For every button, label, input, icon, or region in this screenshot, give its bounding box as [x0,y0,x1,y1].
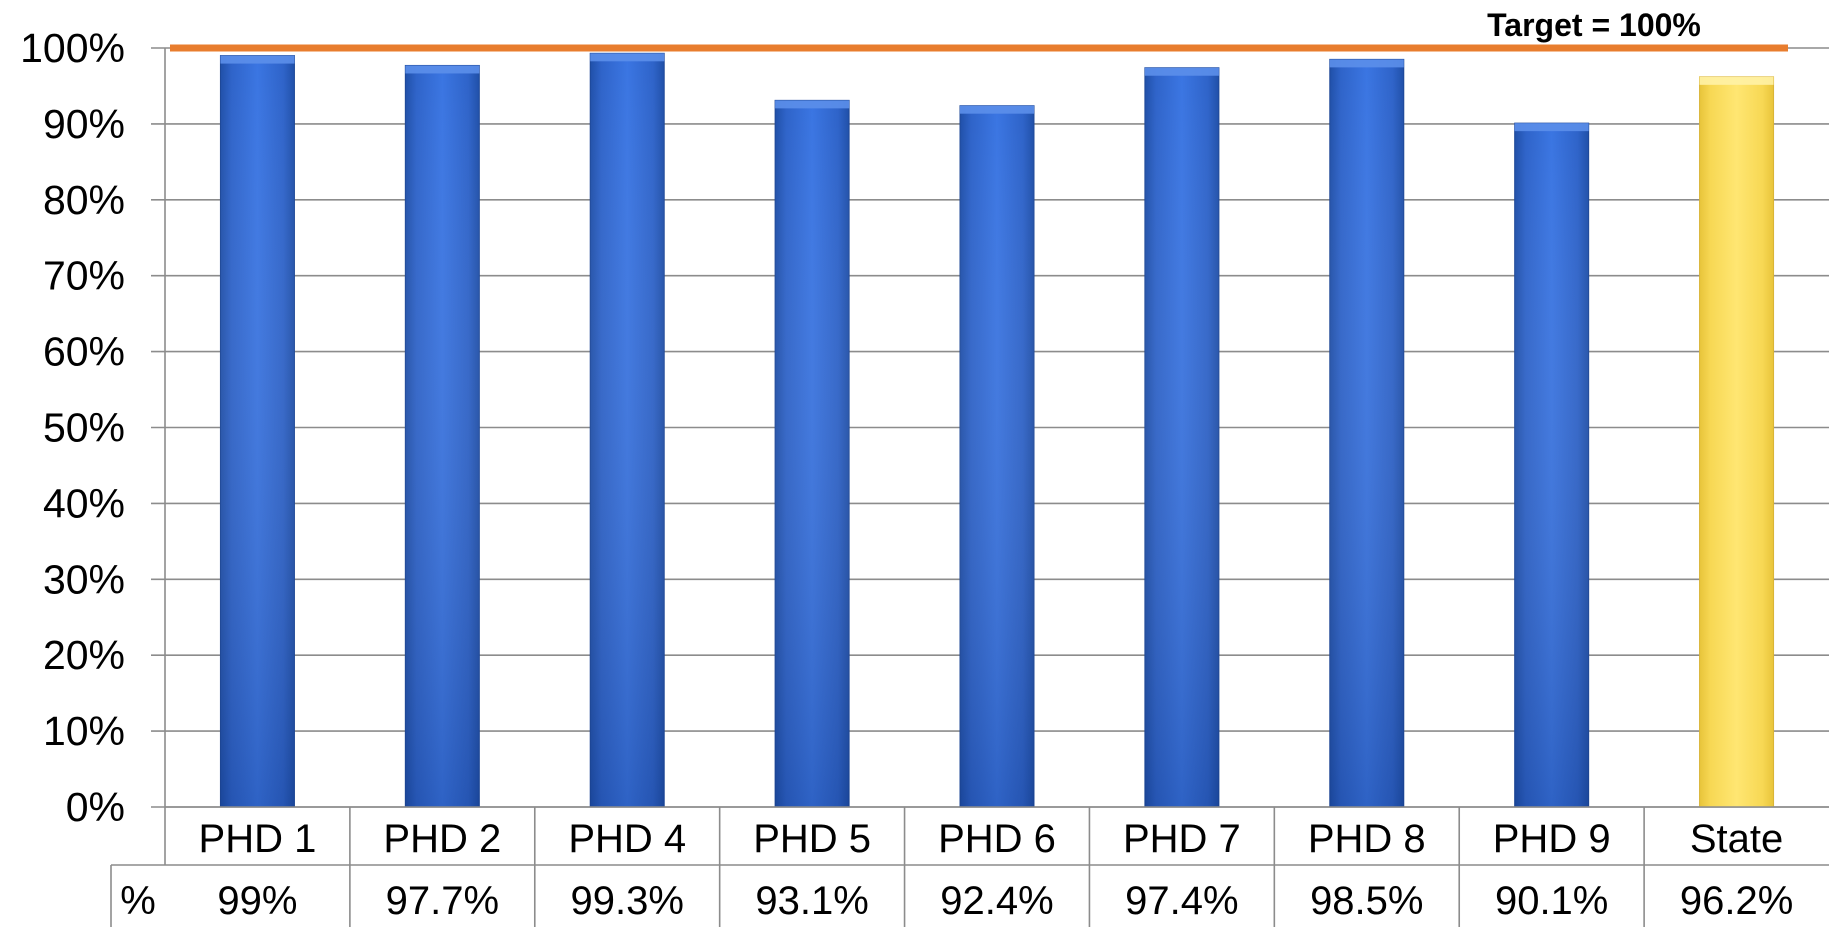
x-category-label: PHD 7 [1123,817,1241,861]
bar-group [1514,122,1590,808]
target-label: Target = 100% [1487,7,1701,43]
bar-shade [405,65,480,807]
y-tick-label: 60% [43,329,125,375]
data-table: % PHD 1 99% PHD 2 97.7% PHD 4 99.3% PHD 5 93.1%… [110,806,1829,927]
x-category-label: PHD 5 [753,817,871,861]
bar-shade [1329,59,1404,807]
bar-top-bevel [1514,123,1589,132]
bar-state [1699,76,1775,808]
y-tick-label: 10% [43,708,125,754]
bar-group [774,99,850,808]
bar-shade [590,53,665,808]
bar-group [1699,76,1775,808]
bar-group [1144,67,1220,808]
x-category-label: PHD 1 [199,817,317,861]
table-value-cell: 98.5% [1310,879,1423,923]
table-value-cell: 97.4% [1125,879,1238,923]
bar-top-bevel [220,55,295,64]
y-tick-label: 90% [43,101,125,147]
y-tick-label: 100% [20,25,125,71]
bar-top-bevel [1329,59,1404,68]
x-category-label: PHD 8 [1308,817,1426,861]
x-category-label: PHD 4 [568,817,686,861]
table-value-cell: 90.1% [1495,879,1608,923]
table-value-cell: 93.1% [755,879,868,923]
table-value-cell: 99% [217,879,297,923]
x-category-label: State [1690,817,1783,861]
bar-group [1329,58,1405,808]
y-tick-label: 80% [43,177,125,223]
bar-top-bevel [590,53,665,62]
table-value-cell: 96.2% [1680,879,1793,923]
bar-top-bevel [1144,67,1219,76]
y-tick-label: 50% [43,405,125,451]
y-tick-label: 30% [43,556,125,602]
bar-shade [1514,123,1589,808]
x-category-label: PHD 6 [938,817,1056,861]
y-tick-label: 20% [43,632,125,678]
table-value-cell: 92.4% [940,879,1053,923]
bar-group [404,64,480,808]
table-row-label: % [120,879,156,923]
y-tick-label: 70% [43,253,125,299]
bar-top-bevel [1699,76,1774,85]
bar-shade [960,105,1034,807]
x-category-label: PHD 2 [383,817,501,861]
y-axis-ticks: 0% 10% 20% 30% 40% 50% 60% 70% 80% 90% 100% [20,25,125,830]
bar-shade [1144,67,1219,807]
target-line-group: Target = 100% [170,7,1788,52]
table-value-cell: 99.3% [571,879,684,923]
bar-shade [775,100,850,808]
y-tick-label: 40% [43,480,125,526]
bars [219,52,1775,808]
bar-top-bevel [960,105,1034,114]
bar-top-bevel [775,100,850,109]
x-category-label: PHD 9 [1493,817,1611,861]
bar-top-bevel [405,65,480,74]
bar-shade [220,55,295,807]
bar-group [219,55,295,808]
table-value-cell: 97.7% [386,879,499,923]
bar-group [959,105,1035,808]
y-tick-label: 0% [66,784,125,830]
bar-group [589,52,665,808]
